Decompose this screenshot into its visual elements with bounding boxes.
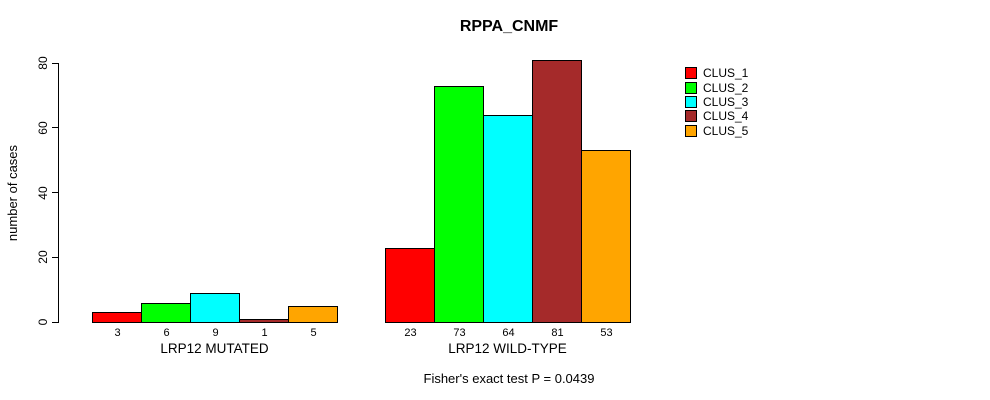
bar-clus_5-mutated [288, 306, 338, 323]
bar-value-label: 6 [163, 327, 170, 339]
legend-swatch-icon [685, 67, 697, 80]
bar-value-label: 64 [502, 327, 515, 339]
bar-value-label: 73 [453, 327, 466, 339]
legend-row: CLUS_1 [685, 66, 748, 80]
legend-swatch-icon [685, 124, 697, 137]
chart-title: RPPA_CNMF [459, 18, 559, 35]
bar-value-label: 81 [551, 327, 564, 339]
bar-clus_2-wild-type [434, 86, 484, 323]
y-tick-label: 40 [36, 185, 50, 200]
legend-label: CLUS_5 [703, 123, 749, 138]
bar-clus_2-mutated [141, 303, 191, 323]
legend-label: CLUS_4 [703, 109, 749, 124]
bar-clus_3-wild-type [483, 115, 533, 323]
legend-swatch-icon [685, 95, 697, 108]
bar-value-label: 9 [212, 327, 219, 339]
legend-row: CLUS_2 [685, 80, 749, 95]
bar-clus_1-wild-type [385, 248, 435, 323]
y-tick-mark [52, 192, 58, 193]
y-tick-mark [52, 127, 58, 129]
bar-value-label: 53 [600, 327, 613, 339]
legend-label: CLUS_2 [703, 80, 749, 95]
bar-value-label: 23 [404, 327, 417, 339]
legend-row: CLUS_4 [685, 109, 748, 123]
bar-clus_5-wild-type [581, 150, 631, 323]
y-tick-mark [52, 256, 58, 258]
y-tick-label: 60 [36, 121, 50, 135]
legend-label: CLUS_3 [703, 94, 749, 109]
bar-clus_3-mutated [190, 293, 240, 323]
bar-clus_1-mutated [92, 312, 142, 323]
bar-value-label: 3 [114, 327, 121, 339]
y-tick-mark [52, 321, 58, 323]
legend: CLUS_1 CLUS_2 CLUS_3 CLUS_4 CLUS_5 [685, 66, 748, 138]
y-axis-label: number of cases [5, 144, 20, 242]
y-axis-line [58, 63, 59, 323]
y-tick-label: 0 [36, 318, 50, 326]
y-tick-label: 80 [36, 56, 50, 70]
bar-value-label: 5 [310, 327, 317, 339]
group-label: LRP12 WILD-TYPE [448, 341, 567, 356]
legend-row: CLUS_3 [685, 95, 748, 109]
bar-clus_4-mutated [239, 319, 289, 323]
y-tick-label: 20 [36, 250, 50, 264]
annotation-caption: Fisher's exact test P = 0.0439 [423, 371, 595, 386]
legend-row: CLUS_5 [685, 124, 748, 138]
legend-swatch-icon [685, 110, 697, 123]
bar-value-label: 1 [261, 327, 268, 339]
y-tick-mark [52, 62, 58, 64]
legend-label: CLUS_1 [703, 66, 749, 81]
legend-swatch-icon [685, 81, 697, 94]
group-label: LRP12 MUTATED [160, 341, 269, 356]
bar-clus_4-wild-type [532, 60, 582, 323]
